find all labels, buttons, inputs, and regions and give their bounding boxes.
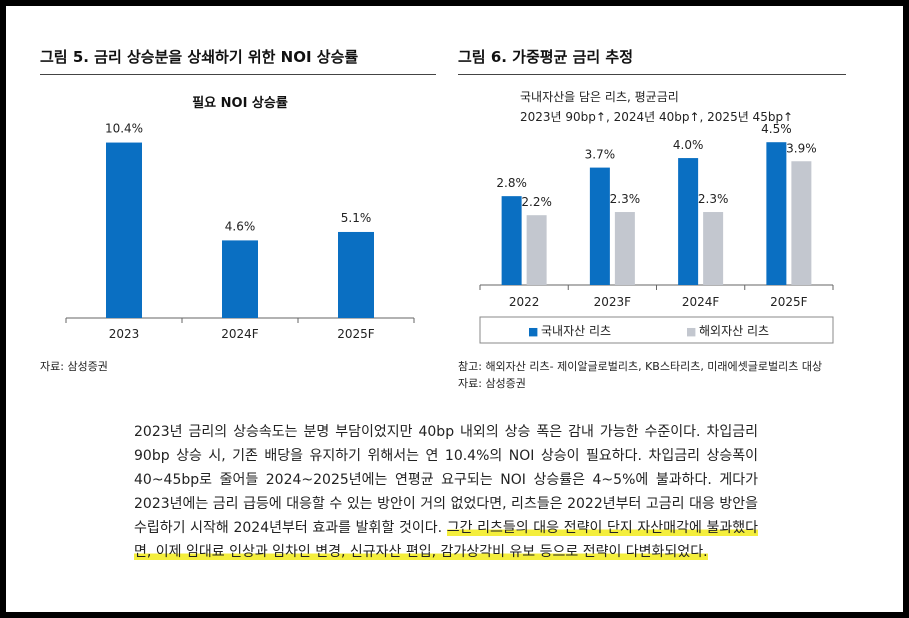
bar-value-label: 5.1% — [341, 211, 372, 225]
bar-value-label: 2.3% — [610, 192, 641, 206]
bar-2025F — [338, 231, 374, 318]
legend-box — [479, 316, 834, 344]
bar-domestic-2025F — [766, 142, 787, 285]
bar-overseas-2025F — [791, 161, 812, 285]
figure-6-source: 자료: 삼성증권 — [458, 377, 526, 390]
figure-6-title: 그림 6. 가중평균 금리 추정 — [458, 48, 634, 66]
figure-6-note: 참고: 해외자산 리츠- 제이알글로벌리츠, KB스타리츠, 미래에셋글로벌리츠… — [458, 360, 823, 373]
bar-overseas-2024F — [703, 212, 724, 285]
figure-5-source: 자료: 삼성증권 — [40, 360, 108, 373]
chart-title: 필요 NOI 상승률 — [192, 96, 288, 111]
x-tick-label: 2022 — [509, 295, 540, 309]
figure-6-rule — [458, 74, 846, 75]
legend-label: 해외자산 리츠 — [699, 324, 769, 338]
bar-value-label: 2.2% — [521, 195, 552, 209]
bar-2023 — [106, 142, 142, 318]
report-page: 그림 5. 금리 상승분을 상쇄하기 위한 NOI 상승률 필요 NOI 상승률… — [6, 6, 903, 612]
body-paragraph: 2023년 금리의 상승속도는 분명 부담이었지만 40bp 내외의 상승 폭은… — [134, 420, 758, 564]
x-tick-label: 2025F — [337, 327, 375, 341]
bar-value-label: 4.0% — [673, 138, 704, 152]
bar-value-label: 3.7% — [585, 148, 616, 162]
x-tick-label: 2023 — [109, 327, 140, 341]
bar-domestic-2023F — [589, 167, 610, 285]
chart-annotation: 2023년 90bp↑, 2024년 40bp↑, 2025년 45bp↑ — [520, 110, 793, 124]
bar-value-label: 3.9% — [786, 141, 817, 155]
legend-marker: ■ — [528, 325, 538, 338]
x-tick-label: 2024F — [221, 327, 259, 341]
bar-domestic-2024F — [678, 158, 699, 285]
legend-label: 국내자산 리츠 — [541, 324, 611, 338]
figure-5-title: 그림 5. 금리 상승분을 상쇄하기 위한 NOI 상승률 — [40, 48, 359, 66]
x-tick-label: 2025F — [770, 295, 808, 309]
bar-overseas-2023F — [614, 212, 635, 285]
bar-value-label: 2.8% — [496, 176, 527, 190]
paragraph-text: 2023년 금리의 상승속도는 분명 부담이었지만 40bp 내외의 상승 폭은… — [134, 424, 758, 536]
bar-value-label: 4.6% — [225, 219, 256, 233]
x-tick-label: 2024F — [682, 295, 720, 309]
bar-value-label: 10.4% — [105, 122, 143, 136]
weighted-rate-chart: 국내자산을 담은 리츠, 평균금리 2023년 90bp↑, 2024년 40bp… — [479, 90, 834, 344]
figure-5-rule — [40, 74, 436, 75]
bar-overseas-2022 — [526, 215, 547, 285]
bar-2024F — [222, 240, 258, 318]
x-tick-label: 2023F — [594, 295, 632, 309]
bar-value-label: 2.3% — [698, 192, 729, 206]
bar-domestic-2022 — [501, 196, 522, 285]
legend-marker: ■ — [686, 325, 696, 338]
noi-growth-chart: 필요 NOI 상승률 10.4% 2023 4.6% 2024F 5.1% 2025F — [65, 96, 415, 341]
bar-value-label: 4.5% — [761, 122, 792, 136]
chart-annotation: 국내자산을 담은 리츠, 평균금리 — [520, 90, 679, 104]
